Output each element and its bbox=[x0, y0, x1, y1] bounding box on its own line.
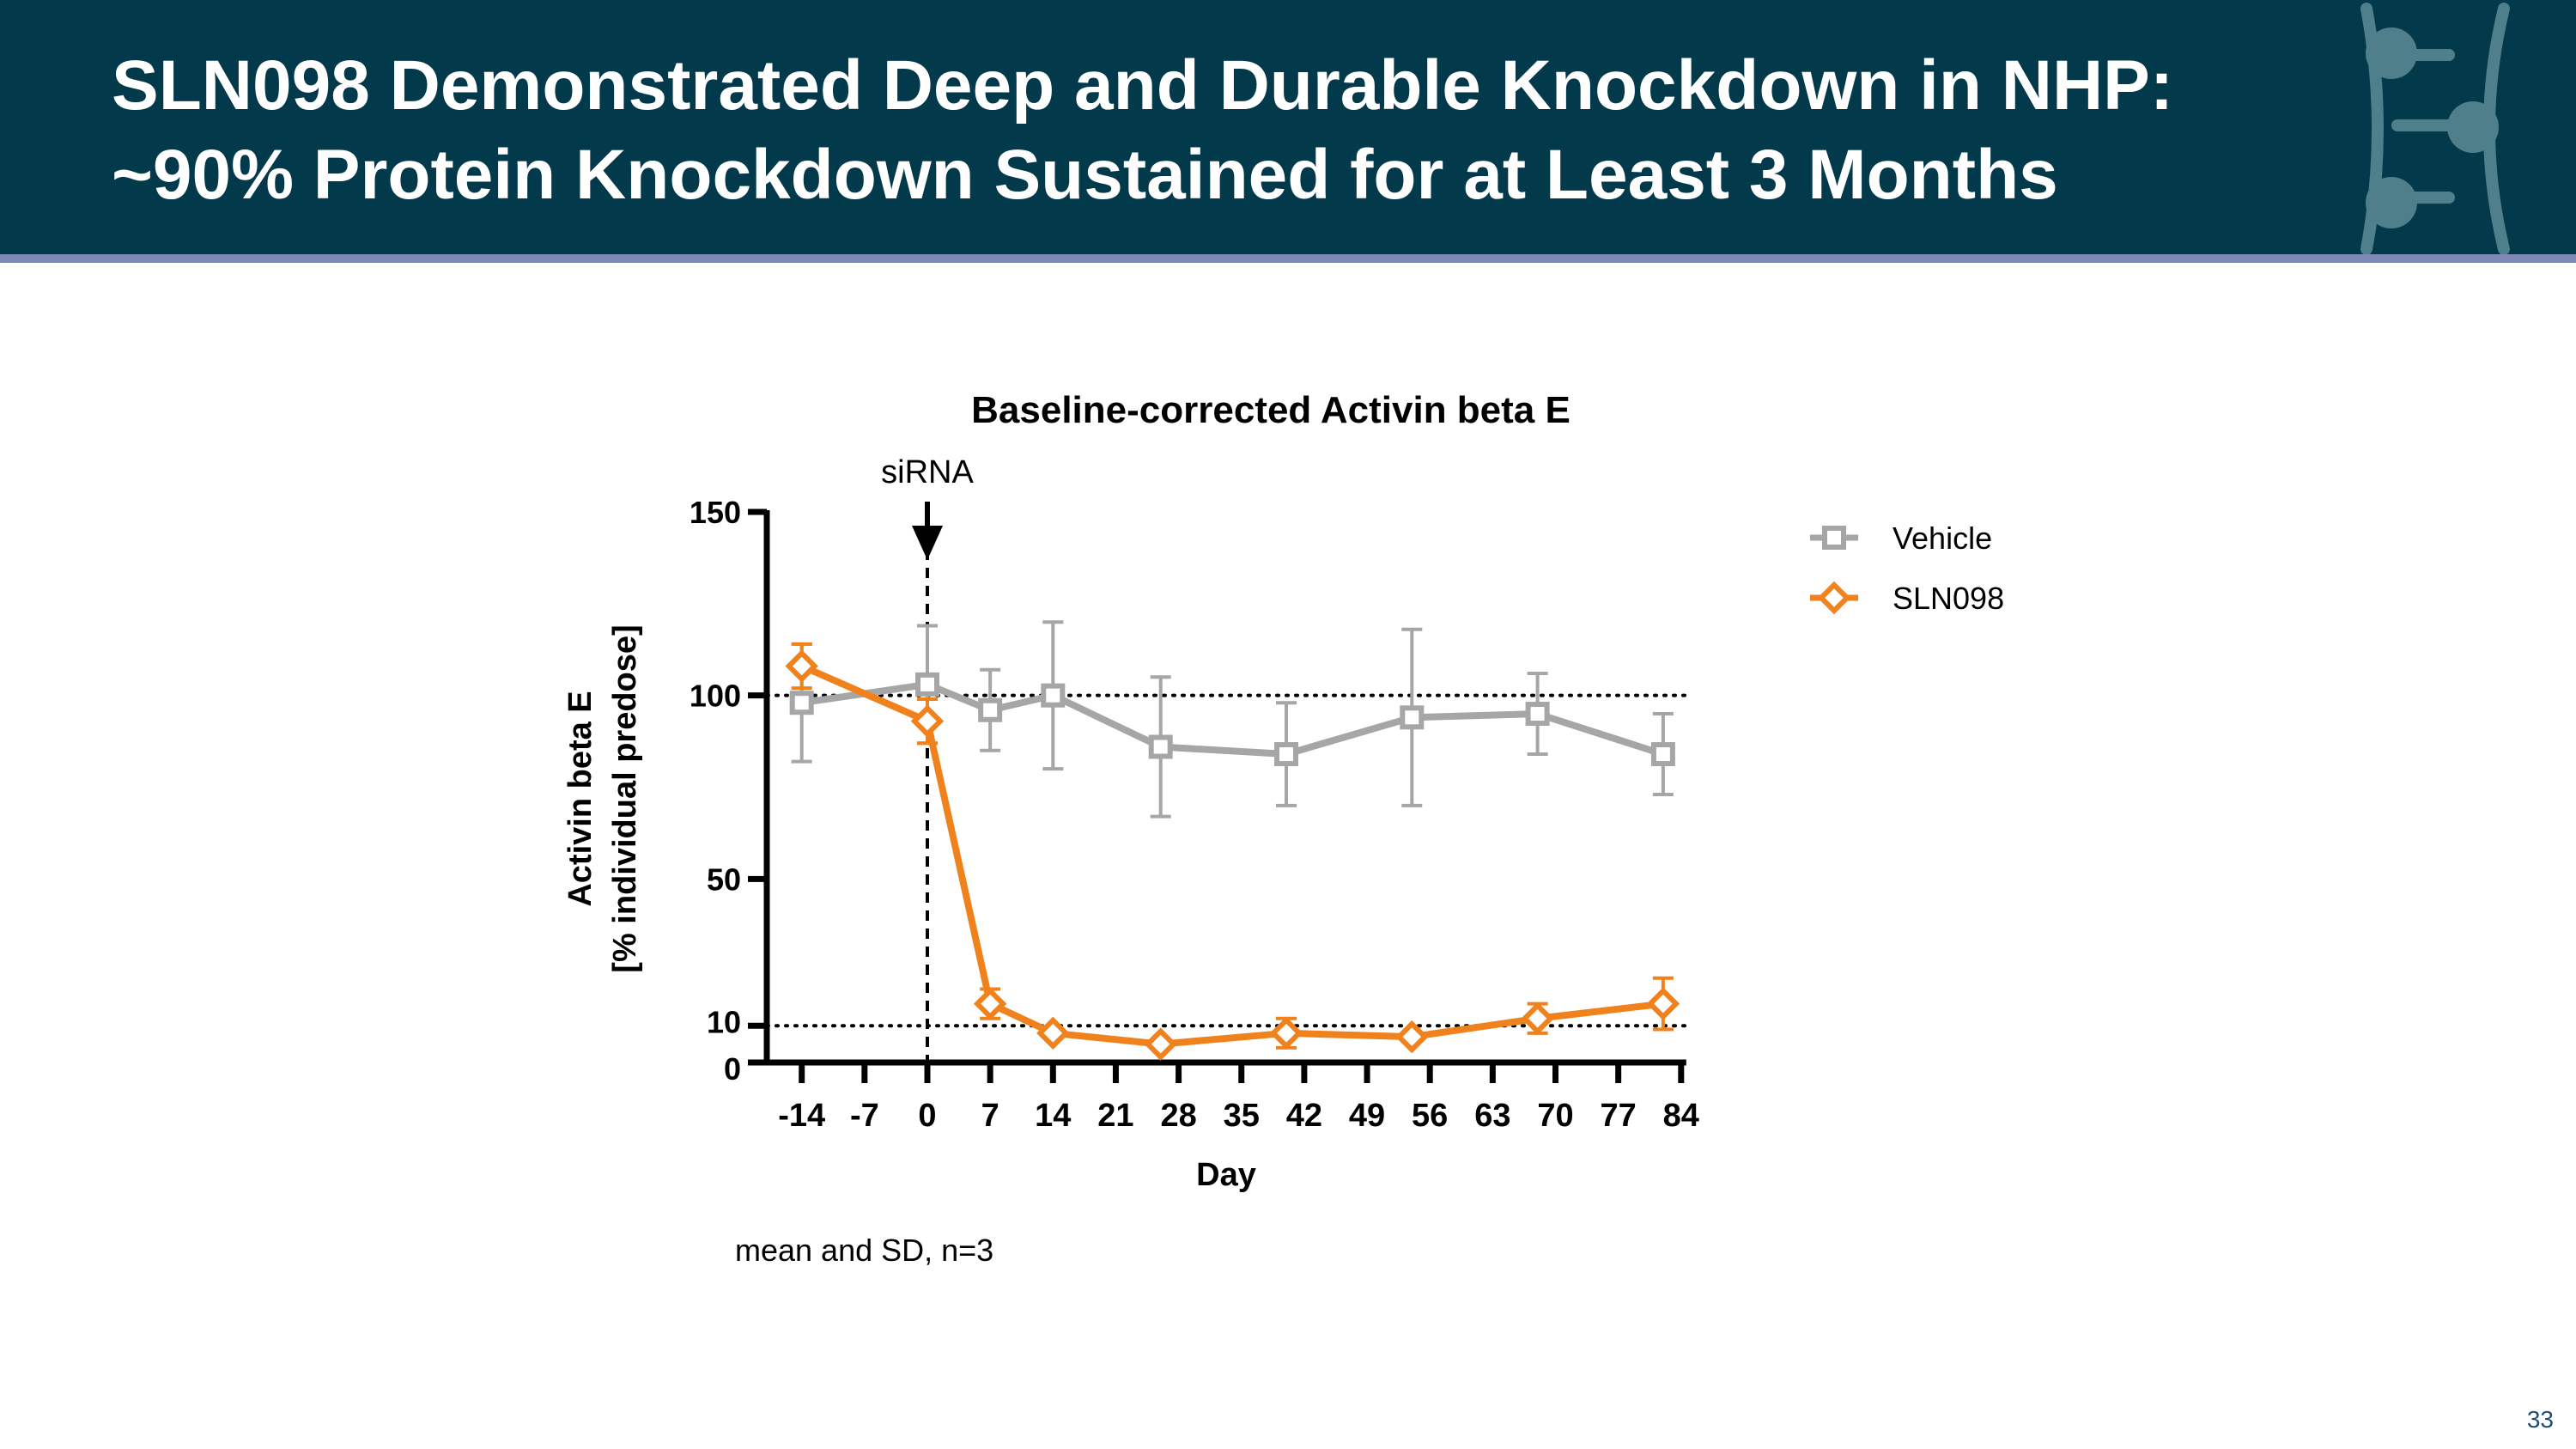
sln098-point bbox=[1646, 987, 1680, 1020]
sln098-point bbox=[1144, 1027, 1177, 1061]
legend-vehicle-marker bbox=[1822, 526, 1846, 550]
x-tick-label: -14 bbox=[778, 1098, 825, 1134]
vehicle-point bbox=[915, 672, 939, 697]
y-tick-label: 150 bbox=[690, 495, 741, 530]
series-vehicle bbox=[789, 620, 1675, 819]
brand-logo-icon bbox=[2360, 3, 2510, 254]
title-line-1: SLN098 Demonstrated Deep and Durable Kno… bbox=[112, 46, 2174, 125]
y-tick-label: 50 bbox=[707, 861, 741, 897]
x-tick-label: 49 bbox=[1349, 1098, 1385, 1134]
y-tick-label: 0 bbox=[724, 1051, 741, 1087]
sln098-point bbox=[910, 704, 945, 738]
legend-sln098-label: SLN098 bbox=[1893, 581, 2004, 616]
slide-title: SLN098 Demonstrated Deep and Durable Kno… bbox=[112, 41, 2310, 220]
x-tick-label: 7 bbox=[981, 1098, 999, 1134]
sln098-point bbox=[1036, 1016, 1070, 1050]
sln098-point bbox=[1521, 1002, 1554, 1035]
vehicle-point bbox=[1650, 742, 1675, 767]
vehicle-point bbox=[1400, 705, 1425, 730]
x-axis-label: Day bbox=[1196, 1157, 1256, 1193]
sln098-point bbox=[1395, 1020, 1429, 1054]
x-tick-label: 70 bbox=[1537, 1098, 1573, 1134]
vehicle-point bbox=[1274, 742, 1298, 767]
sln098-point bbox=[1269, 1016, 1303, 1050]
page-number: 33 bbox=[2526, 1406, 2554, 1433]
x-tick-label: 56 bbox=[1412, 1098, 1448, 1134]
legend-vehicle-label: Vehicle bbox=[1893, 521, 1992, 556]
y-axis-label-line-2: [% individual predose] bbox=[607, 624, 643, 972]
sirna-arrow-icon bbox=[912, 526, 943, 560]
title-line-2: ~90% Protein Knockdown Sustained for at … bbox=[112, 136, 2058, 214]
vehicle-point bbox=[978, 697, 1003, 722]
y-tick-label: 100 bbox=[690, 679, 741, 714]
x-tick-label: 21 bbox=[1097, 1098, 1133, 1134]
x-tick-label: 28 bbox=[1160, 1098, 1196, 1134]
x-tick-label: 77 bbox=[1601, 1098, 1637, 1134]
x-tick-label: 0 bbox=[918, 1098, 936, 1134]
header-divider bbox=[0, 254, 2576, 263]
x-tick-label: 42 bbox=[1286, 1098, 1322, 1134]
series-sln098 bbox=[785, 642, 1680, 1061]
x-tick-label: 14 bbox=[1035, 1098, 1071, 1134]
x-tick-label: -7 bbox=[850, 1098, 879, 1134]
sirna-annotation-label: siRNA bbox=[881, 454, 974, 490]
chart-title: Baseline-corrected Activin beta E bbox=[971, 389, 1571, 431]
footnote: mean and SD, n=3 bbox=[735, 1233, 994, 1268]
vehicle-point bbox=[1148, 734, 1173, 759]
x-tick-label: 35 bbox=[1224, 1098, 1260, 1134]
vehicle-point bbox=[1041, 683, 1066, 708]
x-tick-label: 63 bbox=[1474, 1098, 1510, 1134]
y-axis-label-line-1: Activin beta E bbox=[562, 691, 598, 906]
sln098-point bbox=[973, 987, 1007, 1020]
legend-sln098-marker bbox=[1817, 581, 1851, 615]
x-tick-label: 84 bbox=[1663, 1098, 1699, 1134]
y-tick-label: 10 bbox=[707, 1004, 741, 1039]
vehicle-point bbox=[789, 691, 814, 715]
vehicle-point bbox=[1525, 702, 1550, 727]
slide-header bbox=[0, 0, 2576, 254]
sln098-point bbox=[785, 649, 818, 683]
